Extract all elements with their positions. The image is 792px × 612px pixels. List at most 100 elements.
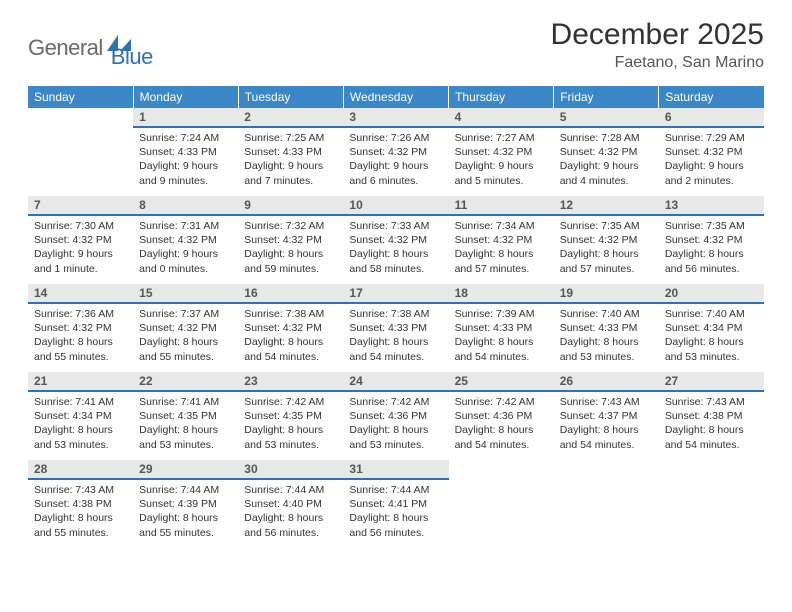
sunset-text: Sunset: 4:36 PM [349,409,442,423]
calendar-cell: 18Sunrise: 7:39 AMSunset: 4:33 PMDayligh… [449,284,554,372]
daylight-text: Daylight: 8 hours and 54 minutes. [244,335,337,363]
day-details: Sunrise: 7:44 AMSunset: 4:40 PMDaylight:… [238,480,343,542]
daylight-text: Daylight: 9 hours and 5 minutes. [455,159,548,187]
sunset-text: Sunset: 4:32 PM [244,233,337,247]
sunrise-text: Sunrise: 7:44 AM [349,483,442,497]
day-number-bar: 6 [659,108,764,128]
calendar-cell [449,460,554,548]
day-details: Sunrise: 7:25 AMSunset: 4:33 PMDaylight:… [238,128,343,190]
logo-text-general: General [28,35,103,61]
sunset-text: Sunset: 4:40 PM [244,497,337,511]
day-details: Sunrise: 7:29 AMSunset: 4:32 PMDaylight:… [659,128,764,190]
sunrise-text: Sunrise: 7:29 AM [665,131,758,145]
daylight-text: Daylight: 9 hours and 6 minutes. [349,159,442,187]
calendar-cell: 5Sunrise: 7:28 AMSunset: 4:32 PMDaylight… [554,108,659,196]
day-details: Sunrise: 7:43 AMSunset: 4:38 PMDaylight:… [28,480,133,542]
sunrise-text: Sunrise: 7:37 AM [139,307,232,321]
day-details: Sunrise: 7:40 AMSunset: 4:33 PMDaylight:… [554,304,659,366]
day-details: Sunrise: 7:24 AMSunset: 4:33 PMDaylight:… [133,128,238,190]
day-details: Sunrise: 7:28 AMSunset: 4:32 PMDaylight:… [554,128,659,190]
day-number-bar: 2 [238,108,343,128]
sunrise-text: Sunrise: 7:26 AM [349,131,442,145]
day-details: Sunrise: 7:38 AMSunset: 4:32 PMDaylight:… [238,304,343,366]
daylight-text: Daylight: 8 hours and 55 minutes. [139,335,232,363]
calendar-cell: 14Sunrise: 7:36 AMSunset: 4:32 PMDayligh… [28,284,133,372]
calendar-cell: 12Sunrise: 7:35 AMSunset: 4:32 PMDayligh… [554,196,659,284]
day-number-bar: 19 [554,284,659,304]
day-number-bar: 15 [133,284,238,304]
calendar-cell: 30Sunrise: 7:44 AMSunset: 4:40 PMDayligh… [238,460,343,548]
weekday-header: Friday [554,86,659,108]
sunset-text: Sunset: 4:32 PM [455,233,548,247]
day-details: Sunrise: 7:42 AMSunset: 4:35 PMDaylight:… [238,392,343,454]
day-details: Sunrise: 7:42 AMSunset: 4:36 PMDaylight:… [343,392,448,454]
sunrise-text: Sunrise: 7:28 AM [560,131,653,145]
calendar-week-row: 14Sunrise: 7:36 AMSunset: 4:32 PMDayligh… [28,284,764,372]
day-number-bar: 22 [133,372,238,392]
daylight-text: Daylight: 8 hours and 55 minutes. [34,511,127,539]
day-details: Sunrise: 7:34 AMSunset: 4:32 PMDaylight:… [449,216,554,278]
calendar-cell: 11Sunrise: 7:34 AMSunset: 4:32 PMDayligh… [449,196,554,284]
daylight-text: Daylight: 8 hours and 55 minutes. [34,335,127,363]
day-number-bar: 21 [28,372,133,392]
daylight-text: Daylight: 8 hours and 54 minutes. [455,423,548,451]
calendar-week-row: 28Sunrise: 7:43 AMSunset: 4:38 PMDayligh… [28,460,764,548]
sunrise-text: Sunrise: 7:43 AM [560,395,653,409]
sunrise-text: Sunrise: 7:39 AM [455,307,548,321]
sunset-text: Sunset: 4:41 PM [349,497,442,511]
calendar-cell: 28Sunrise: 7:43 AMSunset: 4:38 PMDayligh… [28,460,133,548]
calendar-cell: 21Sunrise: 7:41 AMSunset: 4:34 PMDayligh… [28,372,133,460]
day-details: Sunrise: 7:43 AMSunset: 4:37 PMDaylight:… [554,392,659,454]
logo-text-blue: Blue [111,44,153,70]
daylight-text: Daylight: 8 hours and 54 minutes. [560,423,653,451]
calendar-cell: 7Sunrise: 7:30 AMSunset: 4:32 PMDaylight… [28,196,133,284]
calendar-cell: 10Sunrise: 7:33 AMSunset: 4:32 PMDayligh… [343,196,448,284]
day-number-bar [449,460,554,480]
sunrise-text: Sunrise: 7:41 AM [34,395,127,409]
calendar-week-row: 7Sunrise: 7:30 AMSunset: 4:32 PMDaylight… [28,196,764,284]
day-details: Sunrise: 7:32 AMSunset: 4:32 PMDaylight:… [238,216,343,278]
daylight-text: Daylight: 8 hours and 53 minutes. [139,423,232,451]
day-number-bar: 18 [449,284,554,304]
day-details: Sunrise: 7:41 AMSunset: 4:34 PMDaylight:… [28,392,133,454]
daylight-text: Daylight: 9 hours and 4 minutes. [560,159,653,187]
daylight-text: Daylight: 9 hours and 0 minutes. [139,247,232,275]
sunset-text: Sunset: 4:32 PM [349,233,442,247]
sunrise-text: Sunrise: 7:44 AM [244,483,337,497]
logo: General Blue [28,26,153,70]
calendar-cell [28,108,133,196]
sunrise-text: Sunrise: 7:42 AM [349,395,442,409]
sunrise-text: Sunrise: 7:25 AM [244,131,337,145]
daylight-text: Daylight: 8 hours and 53 minutes. [560,335,653,363]
day-number-bar [28,108,133,128]
day-number-bar: 28 [28,460,133,480]
day-number-bar: 29 [133,460,238,480]
sunset-text: Sunset: 4:35 PM [244,409,337,423]
calendar-cell: 20Sunrise: 7:40 AMSunset: 4:34 PMDayligh… [659,284,764,372]
sunset-text: Sunset: 4:32 PM [34,233,127,247]
day-number-bar: 23 [238,372,343,392]
calendar-cell: 19Sunrise: 7:40 AMSunset: 4:33 PMDayligh… [554,284,659,372]
day-details: Sunrise: 7:35 AMSunset: 4:32 PMDaylight:… [659,216,764,278]
sunset-text: Sunset: 4:33 PM [244,145,337,159]
day-number-bar: 27 [659,372,764,392]
calendar-cell: 15Sunrise: 7:37 AMSunset: 4:32 PMDayligh… [133,284,238,372]
sunrise-text: Sunrise: 7:38 AM [349,307,442,321]
day-details: Sunrise: 7:36 AMSunset: 4:32 PMDaylight:… [28,304,133,366]
day-number-bar: 3 [343,108,448,128]
calendar-cell: 24Sunrise: 7:42 AMSunset: 4:36 PMDayligh… [343,372,448,460]
calendar-cell: 16Sunrise: 7:38 AMSunset: 4:32 PMDayligh… [238,284,343,372]
day-number-bar: 10 [343,196,448,216]
calendar-page: General Blue December 2025 Faetano, San … [0,0,792,548]
daylight-text: Daylight: 9 hours and 1 minute. [34,247,127,275]
sunset-text: Sunset: 4:39 PM [139,497,232,511]
day-number-bar: 12 [554,196,659,216]
daylight-text: Daylight: 8 hours and 55 minutes. [139,511,232,539]
daylight-text: Daylight: 9 hours and 7 minutes. [244,159,337,187]
day-number-bar: 26 [554,372,659,392]
calendar-week-row: 1Sunrise: 7:24 AMSunset: 4:33 PMDaylight… [28,108,764,196]
title-block: December 2025 Faetano, San Marino [551,18,764,72]
daylight-text: Daylight: 9 hours and 2 minutes. [665,159,758,187]
daylight-text: Daylight: 8 hours and 58 minutes. [349,247,442,275]
weekday-header: Thursday [449,86,554,108]
